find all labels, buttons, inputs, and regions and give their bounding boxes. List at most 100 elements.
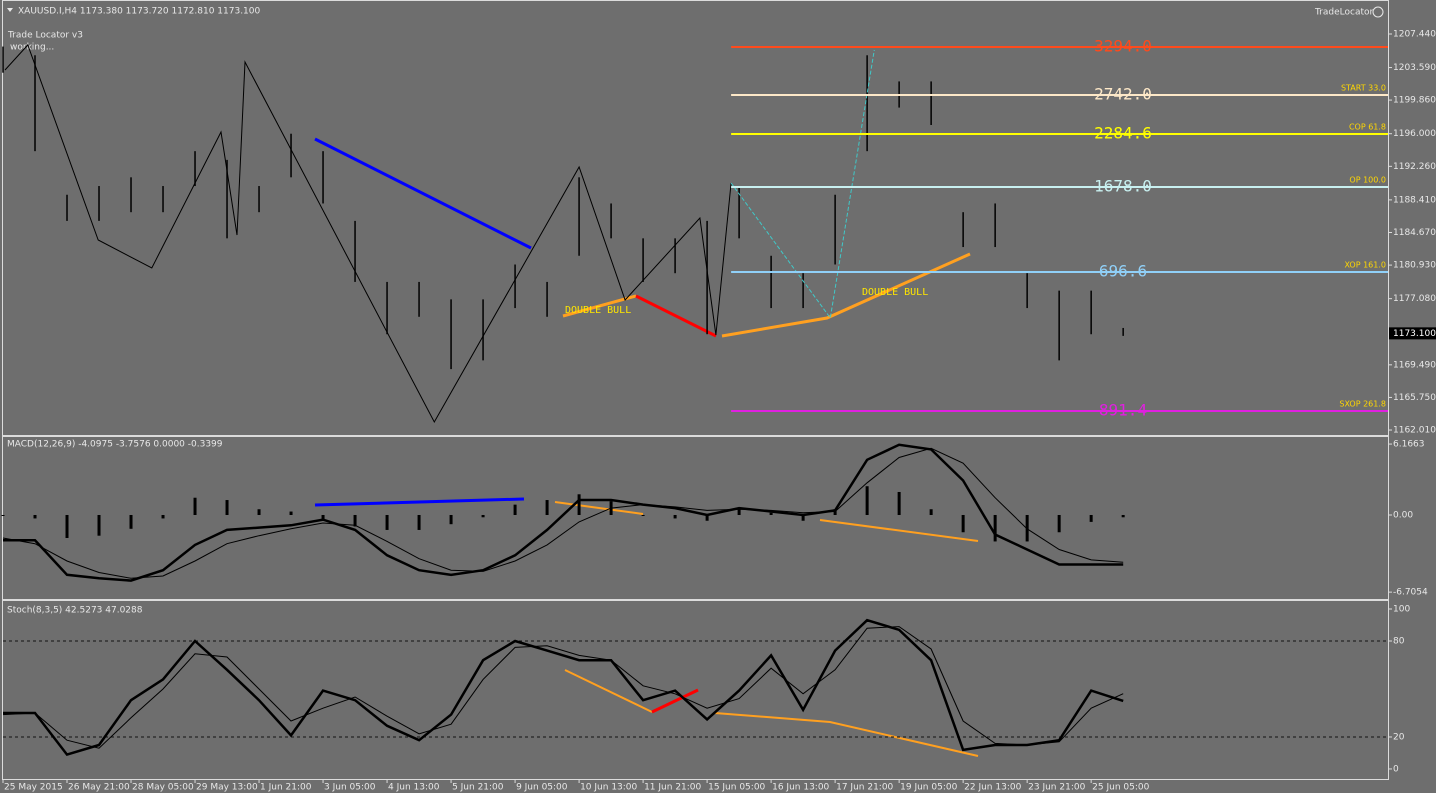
macd-histogram-bar xyxy=(641,514,645,516)
x-tick-label: 15 Jun 05:00 xyxy=(708,783,765,793)
macd-histogram-bar xyxy=(257,509,261,515)
macd-histogram-bar xyxy=(673,514,677,519)
y-tick-label: 1184.670 xyxy=(1393,228,1436,238)
x-tick-label: 3 Jun 05:00 xyxy=(324,783,376,793)
macd-histogram-bar xyxy=(481,514,485,518)
brand: TradeLocator xyxy=(1314,8,1374,18)
macd-histogram-bar xyxy=(737,508,741,515)
trendline xyxy=(819,519,979,542)
x-tick-label: 11 Jun 21:00 xyxy=(644,783,701,793)
macd-histogram-bar xyxy=(993,514,997,542)
trendline xyxy=(714,712,979,757)
y-tick-label: 1192.260 xyxy=(1393,162,1436,172)
macd-histogram-bar xyxy=(513,504,517,515)
x-tick-label: 4 Jun 13:00 xyxy=(388,783,440,793)
y-tick-label: 1207.440 xyxy=(1393,29,1436,39)
macd-histogram-bar xyxy=(129,514,133,529)
x-tick-label: 23 Jun 21:00 xyxy=(1028,783,1085,793)
trendline xyxy=(314,497,525,507)
fib-level-value: 3294.0 xyxy=(1094,36,1152,55)
macd-histogram-bar xyxy=(289,511,293,515)
macd-histogram-bar xyxy=(897,491,901,515)
macd-histogram-bar xyxy=(1,514,5,516)
macd-title: MACD(12,26,9) -4.0975 -3.7576 0.0000 -0.… xyxy=(7,440,223,450)
fib-level-tag: START 33.0 xyxy=(1341,84,1386,93)
trendline xyxy=(564,669,653,713)
dropdown-icon xyxy=(7,8,13,12)
annotation: DOUBLE BULL xyxy=(565,305,631,316)
fib-level-value: 2284.6 xyxy=(1094,123,1152,142)
trendline xyxy=(554,501,644,515)
x-tick-label: 25 Jun 05:00 xyxy=(1092,783,1149,793)
y-tick-label: 1203.590 xyxy=(1393,63,1436,73)
macd-histogram-bar xyxy=(33,514,37,519)
x-tick-label: 9 Jun 05:00 xyxy=(516,783,568,793)
zigzag-line xyxy=(4,44,732,424)
macd-histogram-bar xyxy=(801,514,805,521)
macd-histogram-bar xyxy=(97,514,101,536)
stoch-title: Stoch(8,3,5) 42.5273 47.0288 xyxy=(7,606,143,616)
y-tick-label: 6.1663 xyxy=(1393,440,1425,450)
macd-histogram-bar xyxy=(321,514,325,521)
macd-histogram-bar xyxy=(577,494,581,515)
fib-level-tag: OP 100.0 xyxy=(1349,175,1386,184)
fib-level-value: 1678.0 xyxy=(1094,176,1152,195)
y-tick-label: 1199.860 xyxy=(1393,96,1436,106)
y-tick-label: 20 xyxy=(1393,732,1405,742)
fib-level-value: 696.6 xyxy=(1099,261,1147,280)
y-tick-label: 0 xyxy=(1393,764,1399,774)
x-tick-label: 10 Jun 13:00 xyxy=(580,783,637,793)
y-tick-label: 100 xyxy=(1393,604,1410,614)
stoch-panel-frame xyxy=(2,600,1389,780)
y-tick-label: 1188.410 xyxy=(1393,195,1436,205)
macd-histogram-bar xyxy=(1089,514,1093,522)
macd-histogram-bar xyxy=(961,514,965,533)
x-tick-label: 17 Jun 21:00 xyxy=(836,783,893,793)
y-tick-label: 0.00 xyxy=(1393,510,1413,520)
y-tick-label: 1169.490 xyxy=(1393,360,1436,370)
macd-histogram-bar xyxy=(545,500,549,515)
last-price-label: 1173.100 xyxy=(1393,329,1436,339)
x-tick-label: 28 May 05:00 xyxy=(132,783,194,793)
fib-level-value: 891.4 xyxy=(1099,401,1147,420)
macd-histogram-bar xyxy=(193,497,197,515)
macd-histogram-bar xyxy=(705,514,709,521)
x-tick-label: 22 Jun 13:00 xyxy=(964,783,1021,793)
y-tick-label: -6.7054 xyxy=(1393,588,1428,598)
indicator-status: working... xyxy=(10,43,54,53)
brand-icon xyxy=(1372,6,1384,18)
stoch-line xyxy=(3,618,1124,757)
trendline xyxy=(651,688,699,714)
annotation: DOUBLE BULL xyxy=(862,287,928,298)
indicator-name: Trade Locator v3 xyxy=(7,31,83,41)
macd-histogram-bar xyxy=(417,514,421,530)
macd-histogram-bar xyxy=(353,514,357,527)
macd-histogram-bar xyxy=(225,500,229,515)
y-tick-label: 1196.000 xyxy=(1393,129,1436,139)
y-tick-label: 80 xyxy=(1393,636,1405,646)
trendline xyxy=(635,294,717,338)
x-tick-label: 25 May 2015 xyxy=(4,783,63,793)
macd-histogram-bar xyxy=(161,514,165,519)
y-tick-label: 1162.010 xyxy=(1393,426,1436,436)
y-tick-label: 1177.080 xyxy=(1393,294,1436,304)
trendline xyxy=(314,137,532,250)
macd-histogram-bar xyxy=(833,509,837,515)
fib-level-value: 2742.0 xyxy=(1094,85,1152,104)
x-tick-label: 16 Jun 13:00 xyxy=(772,783,829,793)
macd-histogram-bar xyxy=(65,514,69,538)
macd-histogram-bar xyxy=(385,514,389,530)
macd-histogram-bar xyxy=(929,509,933,515)
x-tick-label: 26 May 21:00 xyxy=(68,783,130,793)
macd-histogram-bar xyxy=(1121,514,1125,518)
y-tick-label: 1180.930 xyxy=(1393,261,1436,271)
x-tick-label: 19 Jun 05:00 xyxy=(900,783,957,793)
macd-histogram-bar xyxy=(1057,514,1061,533)
y-tick-label: 1165.750 xyxy=(1393,393,1436,403)
macd-histogram-bar xyxy=(769,512,773,515)
last-price-box xyxy=(1389,327,1436,340)
fib-level-tag: COP 61.8 xyxy=(1349,122,1386,131)
x-tick-label: 29 May 13:00 xyxy=(196,783,258,793)
